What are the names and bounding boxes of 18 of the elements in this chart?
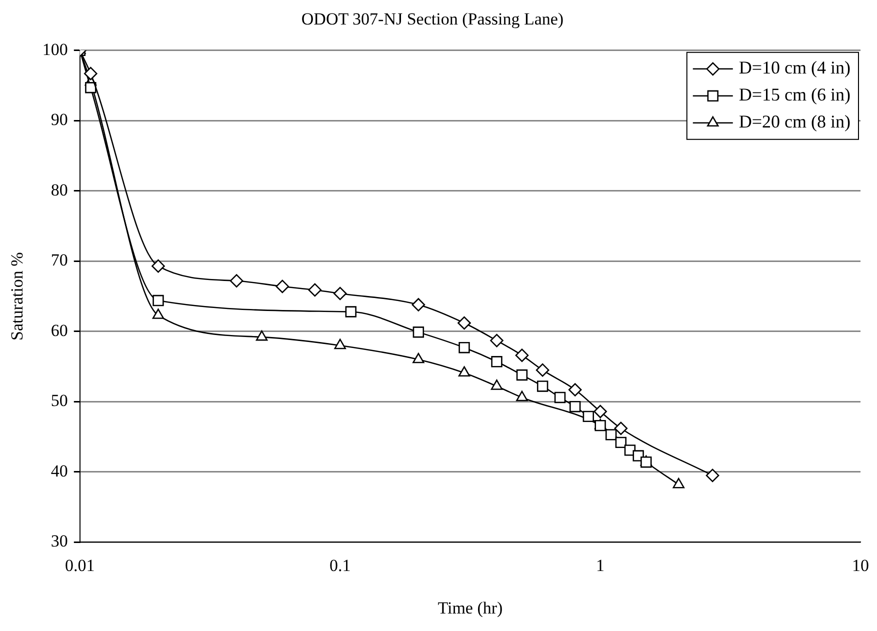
- chart-title: ODOT 307-NJ Section (Passing Lane): [301, 10, 564, 29]
- y-tick-label: 40: [50, 461, 68, 480]
- x-tick-label: 1: [596, 556, 605, 575]
- x-tick-label: 0.01: [65, 556, 95, 575]
- x-axis-title: Time (hr): [438, 598, 503, 618]
- y-axis-title: Saturation %: [8, 252, 27, 340]
- y-tick-label: 100: [42, 40, 68, 59]
- y-tick-label: 50: [50, 391, 68, 410]
- legend-label: D=20 cm (8 in): [738, 112, 851, 132]
- y-tick-label: 90: [50, 110, 68, 130]
- x-tick-label: 10: [852, 556, 869, 575]
- x-tick-label: 0.1: [329, 556, 351, 575]
- y-tick-label: 30: [50, 532, 68, 551]
- legend-label: D=15 cm (6 in): [738, 84, 851, 105]
- y-tick-label: 60: [50, 320, 68, 340]
- y-tick-label: 70: [50, 250, 68, 270]
- y-tick-label: 80: [50, 180, 68, 200]
- legend-label: D=10 cm (4 in): [738, 58, 851, 78]
